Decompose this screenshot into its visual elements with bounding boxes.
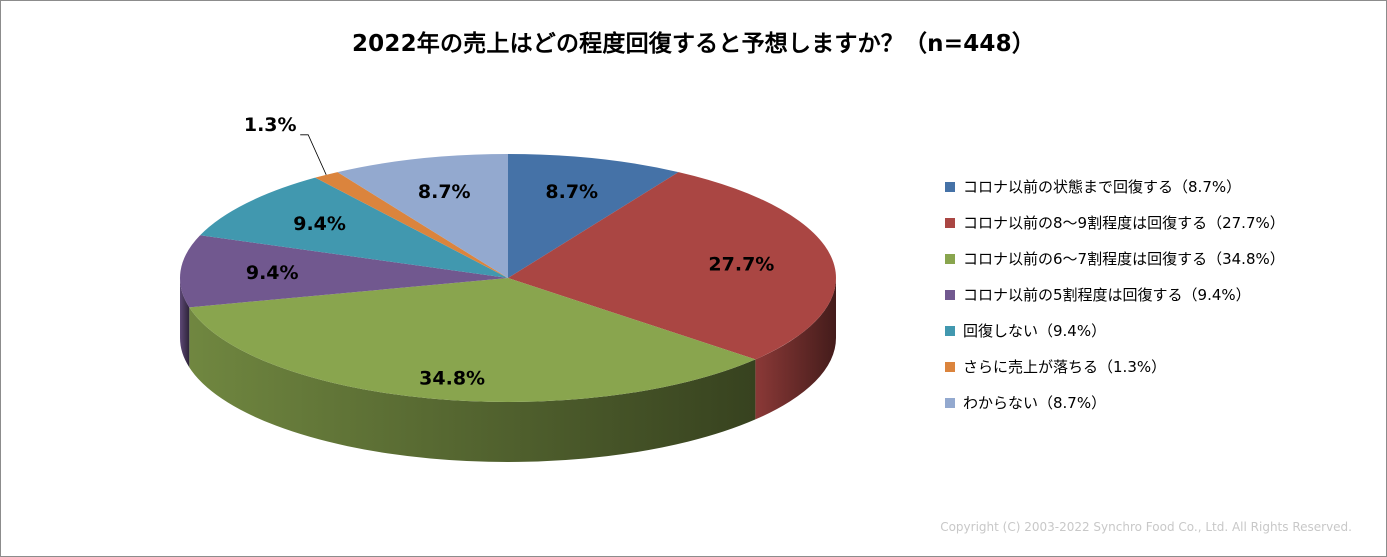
legend-label: コロナ以前の6～7割程度は回復する（34.8%） [963, 250, 1285, 268]
data-label-5: 1.3% [244, 114, 297, 136]
pie-slice-1 [508, 172, 836, 360]
pie-slice-6 [337, 154, 508, 278]
pie-slice-2 [189, 278, 756, 403]
legend-swatch [945, 182, 955, 192]
pie-side-2 [189, 307, 756, 462]
leader-line-5 [300, 134, 327, 175]
data-label-0: 8.7% [545, 181, 598, 203]
data-label-2: 34.8% [419, 368, 485, 390]
legend-item-3: コロナ以前の5割程度は回復する（9.4%） [945, 283, 1285, 319]
legend-item-4: 回復しない（9.4%） [945, 319, 1285, 355]
legend-label: 回復しない（9.4%） [963, 322, 1107, 340]
pie-slice-4 [200, 177, 509, 278]
copyright-text: Copyright (C) 2003-2022 Synchro Food Co.… [940, 520, 1352, 534]
legend-swatch [945, 326, 955, 336]
pie-side-1 [755, 278, 836, 420]
data-label-3: 9.4% [246, 262, 299, 284]
legend-swatch [945, 218, 955, 228]
legend-item-2: コロナ以前の6～7割程度は回復する（34.8%） [945, 247, 1285, 283]
pie-side-3 [180, 278, 190, 368]
legend-item-6: わからない（8.7%） [945, 391, 1285, 427]
legend-item-0: コロナ以前の状態まで回復する（8.7%） [945, 175, 1285, 211]
pie-slice-3 [180, 235, 508, 308]
legend-label: コロナ以前の状態まで回復する（8.7%） [963, 178, 1242, 196]
legend-label: コロナ以前の8～9割程度は回復する（27.7%） [963, 214, 1285, 232]
pie-sides [180, 278, 836, 462]
pie-slice-5 [315, 172, 508, 278]
legend-swatch [945, 362, 955, 372]
pie-top [180, 154, 836, 403]
chart-legend: コロナ以前の状態まで回復する（8.7%） コロナ以前の8～9割程度は回復する（27… [945, 175, 1285, 427]
pie-labels: 8.7% 27.7% 34.8% 9.4% 9.4% 1.3% 8.7% [244, 114, 774, 390]
legend-swatch [945, 254, 955, 264]
legend-label: コロナ以前の5割程度は回復する（9.4%） [963, 286, 1251, 304]
chart-title: 2022年の売上はどの程度回復すると予想しますか？（n=448） [351, 31, 1036, 57]
pie-slice-0 [508, 154, 679, 278]
legend-item-5: さらに売上が落ちる（1.3%） [945, 355, 1285, 391]
legend-label: わからない（8.7%） [963, 394, 1107, 412]
data-label-1: 27.7% [708, 253, 774, 275]
data-label-6: 8.7% [418, 181, 471, 203]
legend-item-1: コロナ以前の8～9割程度は回復する（27.7%） [945, 211, 1285, 247]
legend-label: さらに売上が落ちる（1.3%） [963, 358, 1167, 376]
data-label-4: 9.4% [293, 213, 346, 235]
legend-swatch [945, 290, 955, 300]
legend-swatch [945, 398, 955, 408]
